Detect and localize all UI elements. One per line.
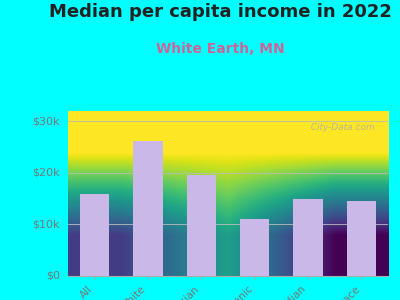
Text: Median per capita income in 2022: Median per capita income in 2022 (48, 3, 392, 21)
Bar (133, 141, 163, 276)
Text: $20k: $20k (32, 168, 60, 178)
Text: City-Data.com: City-Data.com (306, 122, 375, 131)
Bar (187, 176, 216, 276)
Text: $30k: $30k (32, 116, 60, 126)
Bar (80, 194, 109, 276)
Bar (240, 219, 269, 276)
Bar (347, 201, 376, 276)
Bar (293, 199, 323, 276)
Text: $10k: $10k (32, 219, 60, 230)
Text: White Earth, MN: White Earth, MN (156, 42, 284, 56)
Text: $0: $0 (46, 271, 60, 281)
